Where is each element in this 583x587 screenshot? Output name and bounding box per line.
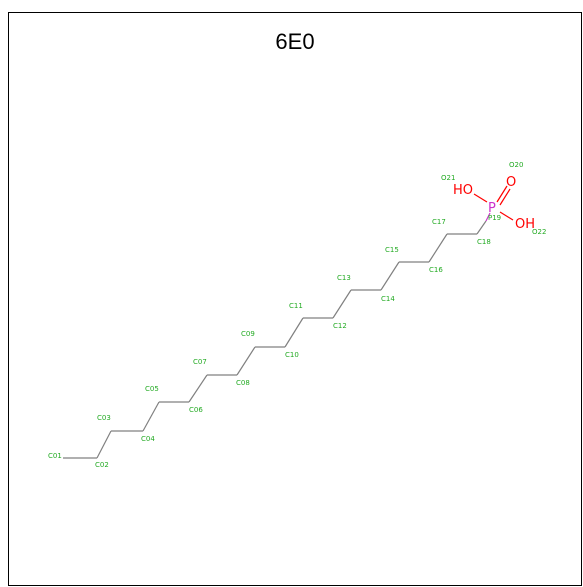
atom-label-c06: C06	[189, 406, 203, 414]
atom-label-c01: C01	[48, 452, 62, 460]
bond-2-3	[96, 430, 112, 459]
atom-label-p19: P19	[488, 214, 501, 222]
bond-p-o20-a	[496, 185, 508, 203]
atom-label-o20: O20	[509, 161, 523, 169]
atom-label-c05: C05	[145, 385, 159, 393]
bond-p-o21	[473, 193, 488, 203]
bond-10-11	[284, 317, 304, 348]
atom-label-c13: C13	[337, 274, 351, 282]
bond-16-17	[428, 233, 448, 263]
bond-p-o22	[499, 211, 514, 221]
atom-label-c15: C15	[385, 246, 399, 254]
atom-label-c04: C04	[141, 435, 155, 443]
hydroxyl-right-group: OH	[515, 217, 535, 232]
molecule-title: 6E0	[275, 29, 315, 54]
bond-p-o20-b	[499, 188, 511, 206]
oxo-group: O	[506, 175, 516, 190]
atom-label-c17: C17	[432, 218, 446, 226]
bond-c18-p	[476, 220, 487, 235]
hydroxyl-left-group: HO	[453, 183, 473, 198]
atom-label-c07: C07	[193, 358, 207, 366]
phosphorus-atom: P	[488, 201, 496, 216]
atom-label-o21: O21	[441, 174, 455, 182]
diagram-frame: 6E0	[8, 12, 582, 586]
bond-4-5	[142, 401, 160, 432]
atom-label-c10: C10	[285, 351, 299, 359]
atom-label-o22: O22	[532, 228, 546, 236]
bond-12-13	[332, 289, 352, 319]
atom-label-c02: C02	[95, 461, 109, 469]
atom-label-c16: C16	[429, 266, 443, 274]
atom-label-c14: C14	[381, 295, 395, 303]
bond-6-7	[188, 374, 208, 403]
bond-14-15	[380, 261, 400, 291]
bond-c18-p-end	[485, 212, 491, 222]
atom-label-c09: C09	[241, 330, 255, 338]
atom-label-c12: C12	[333, 322, 347, 330]
atom-label-c03: C03	[97, 414, 111, 422]
atom-label-c11: C11	[289, 302, 303, 310]
atom-label-c08: C08	[236, 379, 250, 387]
atom-label-c18: C18	[477, 238, 491, 246]
bond-8-9	[236, 346, 256, 376]
